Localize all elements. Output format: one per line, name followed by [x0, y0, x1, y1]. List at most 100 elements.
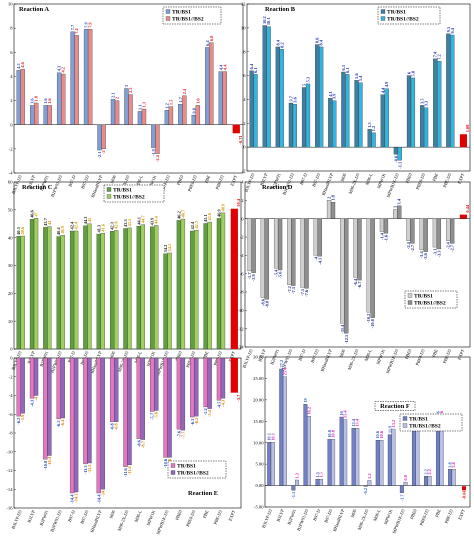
chart-title: Reaction C	[22, 184, 53, 191]
data-label: 42.3	[110, 221, 115, 229]
bar-1	[380, 94, 385, 148]
y-tick-label: 12	[241, 2, 246, 7]
bar-2	[113, 357, 119, 422]
data-label: -10.6	[163, 458, 168, 468]
bar-1	[315, 44, 320, 148]
data-label: 5.8	[410, 70, 415, 76]
bar-1	[216, 357, 222, 401]
category-label: B3LYP	[276, 508, 286, 522]
bar-2	[194, 230, 199, 350]
data-label: -1.1	[291, 492, 296, 499]
bar-2	[317, 218, 322, 257]
data-label: -8.8	[264, 300, 269, 308]
data-label: 45.6	[207, 212, 212, 220]
data-label: -7.6	[304, 289, 309, 297]
category-label: B97-D3	[323, 508, 333, 524]
data-label: 3.8	[448, 461, 453, 467]
bar-2	[357, 218, 362, 281]
legend-entry: TR/BS1	[409, 416, 428, 422]
data-label: 1.8	[34, 95, 39, 101]
data-label: -4	[313, 256, 318, 260]
bar-2	[319, 478, 324, 486]
data-label: 6.4	[205, 40, 210, 46]
data-label: 8.4	[319, 39, 324, 45]
data-label: 2.5	[128, 87, 133, 93]
expt-marker	[461, 486, 466, 491]
legend-entry: TR/BS1	[177, 463, 196, 469]
category-label: M06-2X-D3	[347, 348, 360, 371]
data-label: -5.9	[251, 273, 256, 281]
data-label: -10.4	[47, 456, 52, 466]
bar-2	[358, 82, 363, 148]
legend-entry: TR/BS1//BS2	[387, 16, 419, 22]
category-label: MPWB1K-D3	[386, 172, 401, 198]
data-label: -2.4	[155, 154, 160, 162]
data-label: -14.3	[74, 493, 79, 503]
y-tick-label: 30.00	[253, 355, 264, 360]
bar-1	[300, 218, 305, 288]
data-label: 6.1	[253, 67, 258, 73]
legend-entry: TR/BS1	[387, 9, 406, 15]
data-label: 8.4	[275, 39, 280, 45]
y-tick-label: 60	[8, 180, 13, 185]
data-label: 8.2	[279, 42, 284, 48]
data-label: 8.6	[315, 37, 320, 43]
bar-1	[262, 25, 267, 148]
chart-title: Reaction E	[188, 490, 218, 497]
data-label: -5.6	[278, 271, 283, 279]
bar-1	[288, 102, 294, 148]
data-label: 1.2	[371, 126, 376, 132]
data-label: 3.5	[420, 98, 425, 104]
bar-1	[176, 220, 182, 350]
expt-bar	[232, 124, 240, 134]
data-label: 15.4	[343, 410, 348, 418]
bar-2	[415, 429, 420, 486]
legend-swatch	[402, 416, 408, 421]
bar-2	[127, 357, 132, 466]
bar-1	[70, 31, 75, 125]
data-label: 44.3	[83, 216, 88, 224]
bar-2	[282, 376, 287, 486]
bar-1	[353, 218, 358, 278]
bar-1	[432, 218, 438, 248]
category-label: BHandHLYP	[90, 174, 104, 198]
category-label: PBE-D3	[444, 508, 455, 524]
category-label: PBE	[431, 348, 439, 358]
category-label: EXPT	[229, 174, 238, 186]
data-label: 44.7	[140, 215, 145, 223]
bar-1	[136, 357, 142, 439]
category-label: B2PW91	[39, 175, 50, 192]
bar-2	[87, 29, 93, 125]
bar-2	[371, 132, 376, 148]
data-label: 2.4	[182, 88, 187, 94]
data-label: 1.2	[164, 103, 169, 109]
bar-2	[180, 218, 186, 350]
y-tick-label: -2	[9, 374, 14, 379]
bar-2	[307, 415, 311, 486]
data-label: 40.5	[16, 226, 21, 234]
bar-1	[109, 357, 115, 422]
data-label: 5.6	[354, 73, 359, 79]
bar-2	[207, 221, 212, 350]
plot-frame	[246, 3, 471, 172]
legend-swatch	[407, 293, 413, 298]
category-label: B97-D	[67, 175, 76, 188]
bar-1	[137, 111, 143, 125]
y-tick-label: -4	[9, 171, 14, 176]
data-label: -5.7	[247, 272, 252, 280]
y-tick-label: -14	[6, 487, 13, 492]
data-label: -5.7	[150, 412, 155, 420]
bar-1	[273, 218, 279, 269]
y-tick-label: 0	[243, 145, 246, 150]
category-label: B3LYP	[26, 509, 36, 523]
bar-2	[345, 74, 350, 148]
data-label: 1.6	[30, 98, 35, 104]
plot-frame	[244, 181, 471, 348]
bar-1	[56, 236, 61, 350]
data-label: 3.7	[288, 95, 293, 101]
bar-1	[151, 124, 156, 148]
bar-2	[195, 105, 201, 125]
data-label: 5	[302, 83, 307, 86]
plot-frame	[13, 3, 244, 174]
category-label: M06-L	[363, 348, 372, 362]
